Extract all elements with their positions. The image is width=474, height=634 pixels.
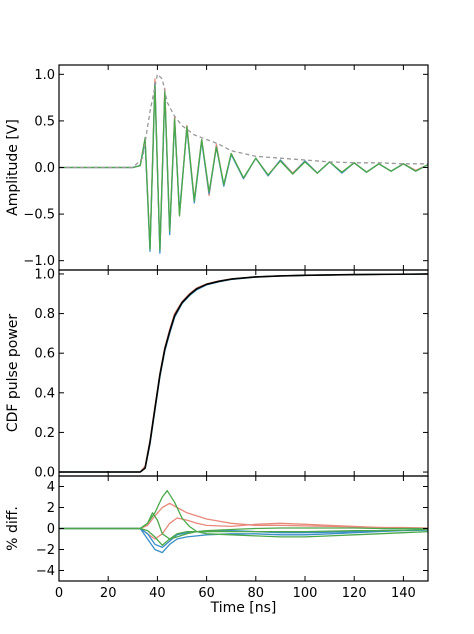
y-axis-label: Amplitude [V] (5, 119, 21, 216)
series-line-4 (59, 73, 428, 169)
series-line-5 (59, 490, 428, 538)
x-tick-label: 0 (55, 586, 63, 601)
y-tick-label: −1.0 (23, 254, 55, 269)
x-tick-label: 20 (100, 586, 117, 601)
y-tick-label: 0 (47, 522, 55, 537)
x-tick-label: 120 (342, 586, 367, 601)
y-tick-label: 0.0 (34, 161, 55, 176)
series-line-1 (59, 502, 428, 530)
y-axis-label: % diff. (5, 506, 21, 551)
y-tick-label: −0.5 (23, 208, 55, 223)
y-axis-label: CDF pulse power (5, 314, 21, 433)
y-tick-label: −2 (36, 543, 55, 558)
x-tick-label: 40 (149, 586, 166, 601)
y-tick-label: 1.0 (34, 68, 55, 83)
y-tick-label: 0.2 (34, 426, 55, 441)
panel-2: 0.0 0.2 0.4 0.6 0.8 1.0 CDF pulse power (5, 267, 429, 481)
series-line-2 (59, 273, 428, 473)
series-group (59, 273, 428, 473)
series-line-1 (59, 273, 428, 473)
x-axis-label: Time [ns] (210, 600, 277, 616)
series-line-3 (59, 527, 428, 554)
y-tick-label: 0.6 (34, 347, 55, 362)
series-line-2 (59, 517, 428, 540)
series-group (59, 490, 428, 554)
y-tick-label: 2 (47, 501, 55, 516)
series-line-1 (59, 78, 428, 253)
y-tick-label: 0.4 (34, 386, 55, 401)
series-line-7 (59, 512, 428, 540)
series-group (59, 73, 428, 254)
series-line-4 (59, 273, 428, 473)
panel-1: −1.0 −0.5 0.0 0.5 1.0 Amplitude [V] (5, 64, 429, 271)
x-tick-label: 100 (293, 586, 318, 601)
x-tick-label: 140 (391, 586, 416, 601)
series-line-3 (59, 84, 428, 251)
y-tick-label: 0.0 (34, 466, 55, 481)
series-line-3 (59, 273, 428, 473)
axes-frame (58, 269, 429, 477)
x-tick-label: 60 (198, 586, 215, 601)
y-tick-label: −4 (36, 564, 55, 579)
y-tick-label: 0.5 (34, 114, 55, 129)
y-tick-label: 0.8 (34, 307, 55, 322)
y-tick-label: 1.0 (34, 267, 55, 282)
series-line-6 (59, 527, 428, 546)
x-tick-label: 80 (248, 586, 265, 601)
y-tick-label: 4 (47, 480, 55, 495)
